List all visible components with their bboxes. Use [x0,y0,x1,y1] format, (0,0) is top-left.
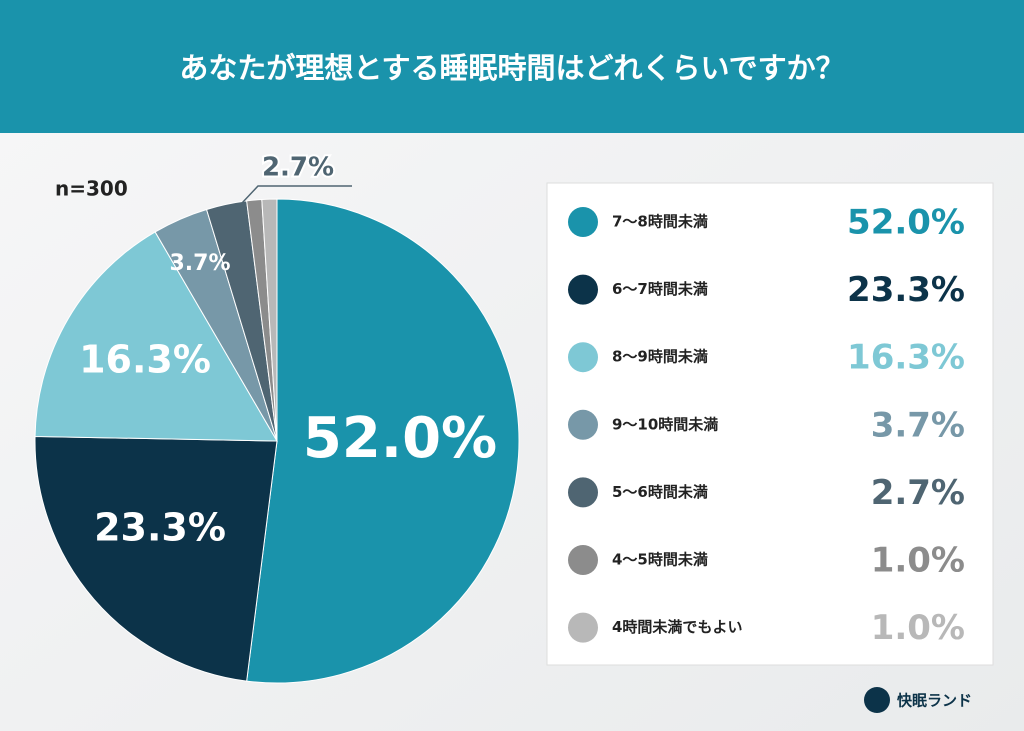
slice-label: 23.3% [94,506,226,550]
legend-label: 7〜8時間未満 [612,213,708,231]
legend-label: 6〜7時間未満 [612,280,708,298]
legend: 7〜8時間未満 52.0% 6〜7時間未満 23.3% 8〜9時間未満 16.3% 9〜10… [568,203,965,648]
legend-value: 23.3% [847,270,965,310]
pie-slice [261,198,278,442]
legend-swatch [568,342,598,373]
pie-slice [34,231,278,442]
legend-value: 52.0% [847,203,965,243]
brand-name: 快眠ランド [897,692,972,710]
legend-label: 9〜10時間未満 [612,415,718,433]
pie: 52.0% 23.3% 16.3% 3.7% 2.7% [34,151,520,684]
slice-label: 3.7% [169,251,230,276]
legend-label: 5〜6時間未満 [612,483,708,501]
legend-swatch [568,409,598,440]
legend-swatch [568,612,598,643]
legend-value: 3.7% [871,405,965,445]
legend-swatch [568,207,598,237]
legend-box [546,182,994,666]
pie-slice [34,435,278,682]
legend-value: 1.0% [871,608,965,648]
header-band [0,0,1024,133]
legend-label: 8〜9時間未満 [612,348,708,366]
slice-label: 2.7% [262,153,334,183]
legend-value: 16.3% [847,338,965,378]
brand-logo [864,687,890,713]
legend-swatch [568,274,598,305]
legend-swatch [568,545,598,575]
legend-label: 4時間未満でもよい [612,618,742,636]
legend-swatch [568,477,598,508]
legend-label: 4〜5時間未満 [612,551,708,569]
slice-label: 16.3% [79,338,211,382]
pie-slice [246,198,520,684]
legend-value: 1.0% [871,541,965,581]
legend-value: 2.7% [871,473,965,513]
chart-title: あなたが理想とする睡眠時間はどれくらいですか？ [179,51,844,85]
callout-line [241,185,352,204]
sample-size: n=300 [55,177,128,201]
slice-label: 52.0% [303,406,497,471]
